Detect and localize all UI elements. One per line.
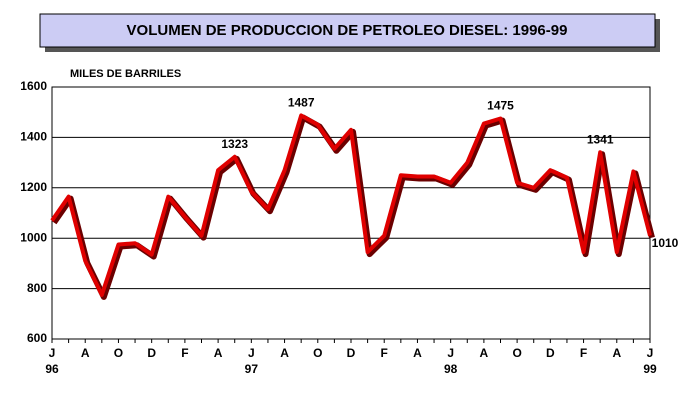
x-tick-label: F xyxy=(580,346,587,360)
x-tick-label: D xyxy=(347,346,356,360)
x-tick-label: A xyxy=(413,346,422,360)
x-tick-label: A xyxy=(480,346,489,360)
x-tick-label: J xyxy=(447,346,454,360)
data-label: 1487 xyxy=(288,96,315,110)
x-tick-label: J xyxy=(647,346,654,360)
x-tick-label: O xyxy=(313,346,322,360)
year-label: 99 xyxy=(643,362,657,376)
x-tick-label: A xyxy=(214,346,223,360)
chart-title: VOLUMEN DE PRODUCCION DE PETROLEO DIESEL… xyxy=(127,22,568,39)
y-axis-label: MILES DE BARRILES xyxy=(70,68,181,80)
x-tick-label: J xyxy=(248,346,255,360)
x-tick-label: A xyxy=(280,346,289,360)
line xyxy=(50,113,652,297)
x-tick-label: O xyxy=(512,346,521,360)
year-label: 96 xyxy=(45,362,59,376)
y-tick-label: 800 xyxy=(27,281,47,295)
x-tick-label: J xyxy=(49,346,56,360)
year-label: 97 xyxy=(245,362,259,376)
x-tick-label: A xyxy=(612,346,621,360)
x-tick-label: A xyxy=(81,346,90,360)
y-tick-label: 1000 xyxy=(20,230,47,244)
year-label: 98 xyxy=(444,362,458,376)
title-box xyxy=(39,13,656,48)
y-tick-label: 600 xyxy=(27,331,47,345)
x-tick-label: F xyxy=(181,346,188,360)
x-tick-label: F xyxy=(381,346,388,360)
y-tick-label: 1400 xyxy=(20,130,47,144)
data-label: 1475 xyxy=(487,99,514,113)
x-tick-label: D xyxy=(546,346,555,360)
x-tick-label: D xyxy=(147,346,156,360)
data-label: 1323 xyxy=(221,137,248,151)
data-label: 1341 xyxy=(587,132,614,146)
data-label: 1010 xyxy=(652,236,679,250)
x-tick-label: O xyxy=(114,346,123,360)
y-tick-label: 1600 xyxy=(20,79,47,93)
y-tick-label: 1200 xyxy=(20,180,47,194)
plot-area xyxy=(51,86,651,340)
